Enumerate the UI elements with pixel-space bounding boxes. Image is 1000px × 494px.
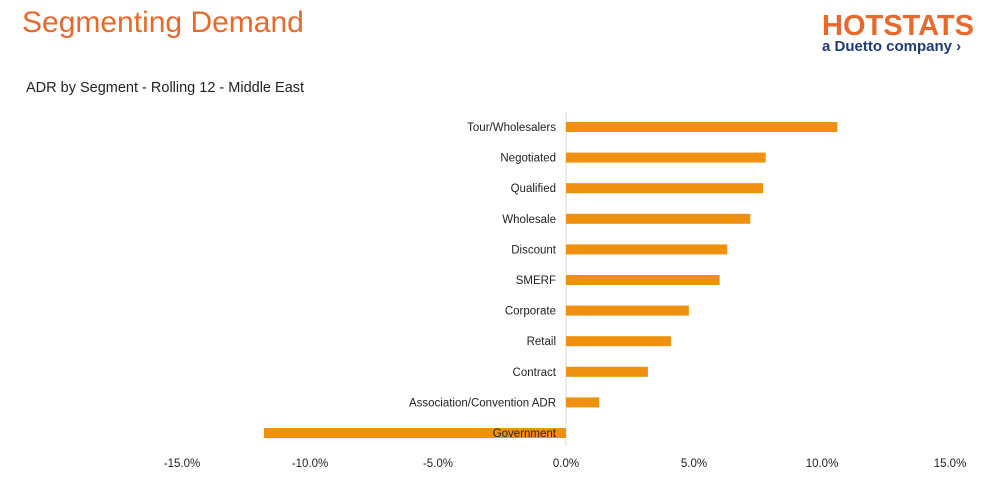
- bar-contract: [566, 366, 648, 377]
- category-label: Discount: [511, 244, 557, 256]
- bar-corporate: [566, 305, 689, 316]
- category-label: Association/Convention ADR: [409, 397, 556, 409]
- category-label: Retail: [527, 336, 556, 348]
- x-tick-label: -10.0%: [292, 458, 328, 470]
- category-label: Negotiated: [500, 153, 556, 165]
- logo-main-text: HOTSTATS: [822, 10, 974, 42]
- bar-tour-wholesalers: [566, 122, 838, 132]
- bar-retail: [566, 336, 671, 347]
- bar-negotiated: [566, 152, 766, 163]
- category-label: Contract: [513, 367, 557, 379]
- category-label: Corporate: [505, 306, 556, 318]
- category-label: SMERF: [516, 275, 556, 287]
- category-label: Tour/Wholesalers: [467, 122, 556, 134]
- bar-wholesale: [566, 213, 751, 224]
- bar-discount: [566, 244, 728, 255]
- bar-association-convention-adr: [566, 397, 600, 408]
- category-label: Wholesale: [502, 214, 556, 226]
- hotstats-logo: HOTSTATS a Duetto company ›: [822, 10, 982, 56]
- chart-title: ADR by Segment - Rolling 12 - Middle Eas…: [26, 80, 305, 96]
- category-label: Government: [493, 428, 557, 440]
- page-title: Segmenting Demand: [22, 6, 304, 39]
- x-tick-label: 5.0%: [681, 458, 707, 470]
- x-tick-label: -15.0%: [164, 458, 200, 470]
- category-label: Qualified: [511, 183, 556, 195]
- x-tick-label: -5.0%: [423, 458, 453, 470]
- bar-qualified: [566, 183, 764, 194]
- x-tick-label: 15.0%: [934, 458, 967, 470]
- x-tick-label: 10.0%: [806, 458, 839, 470]
- bar-smerf: [566, 275, 720, 285]
- logo-sub-text: a Duetto company ›: [822, 38, 962, 55]
- x-tick-label: 0.0%: [553, 458, 579, 470]
- bar-government: [263, 428, 566, 438]
